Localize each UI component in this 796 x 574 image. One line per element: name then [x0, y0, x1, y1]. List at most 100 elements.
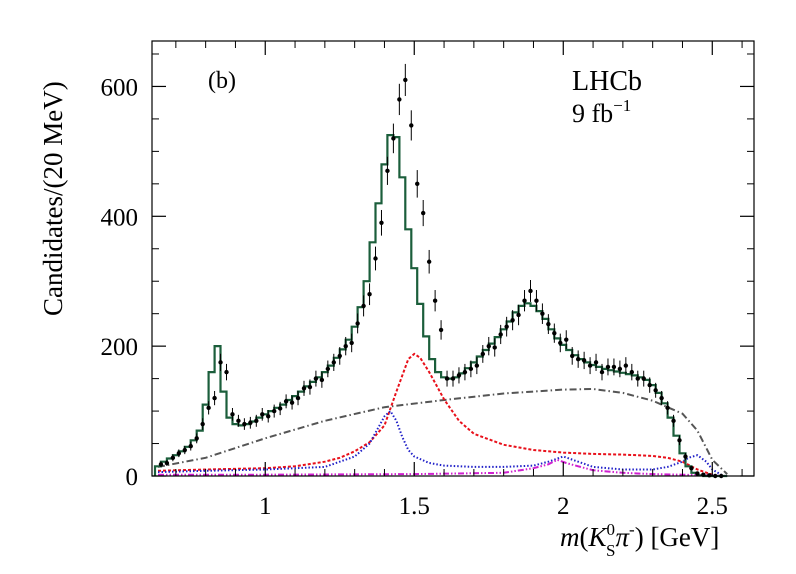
data-point — [277, 406, 283, 411]
data-point — [260, 412, 265, 417]
data-point — [230, 412, 235, 417]
x-tick-label: 1 — [259, 493, 272, 520]
data-point — [313, 376, 319, 381]
data-point — [319, 377, 325, 383]
data-point — [480, 351, 486, 357]
x-axis-close-paren: ) — [635, 522, 644, 552]
data-point — [224, 369, 229, 375]
data-point — [397, 97, 402, 102]
data-point — [456, 373, 462, 378]
data-point — [325, 366, 331, 372]
data-point — [617, 366, 623, 372]
data-point — [492, 345, 497, 350]
data-point — [462, 369, 468, 375]
data-point — [182, 447, 187, 453]
total-fit-histogram — [153, 134, 728, 478]
axes-layer: 1 1.5 2 2.5 0 200 400 600 — [101, 41, 754, 520]
data-point — [611, 364, 617, 370]
data-point — [301, 386, 307, 391]
data-point — [659, 395, 664, 401]
data-point — [677, 438, 682, 443]
data-point — [271, 408, 277, 414]
data-point — [176, 451, 182, 456]
data-point — [593, 360, 599, 365]
luminosity-value: 9 fb — [572, 99, 613, 128]
data-point — [581, 358, 587, 363]
x-axis-m: m — [560, 522, 580, 552]
data-point — [534, 298, 539, 303]
y-tick-label: 200 — [101, 334, 139, 361]
x-axis-pi-superscript: - — [629, 520, 635, 539]
data-point — [558, 340, 563, 346]
data-point — [635, 376, 640, 381]
data-point — [689, 466, 694, 471]
plot-frame — [151, 40, 755, 477]
data-point — [522, 298, 527, 303]
data-point — [486, 343, 491, 349]
data-point — [695, 471, 700, 476]
component-curve-2 — [157, 409, 722, 476]
data-point — [403, 77, 408, 83]
data-point — [498, 332, 503, 337]
data-point — [391, 136, 396, 141]
data-point — [683, 454, 688, 459]
data-point — [200, 421, 205, 427]
data-point — [504, 324, 509, 329]
data-point — [623, 363, 629, 368]
x-axis-k: K — [588, 522, 609, 552]
x-tick-label: 2 — [557, 493, 570, 520]
data-point — [629, 369, 635, 375]
data-point — [170, 455, 176, 461]
data-point — [355, 321, 360, 326]
x-axis-pi: π — [615, 522, 630, 552]
data-point — [575, 356, 581, 362]
data-point — [564, 337, 569, 342]
data-point — [361, 303, 366, 309]
data-point — [188, 443, 193, 449]
data-point — [248, 420, 253, 425]
data-point — [194, 436, 199, 441]
data-point — [337, 353, 342, 359]
data-point — [283, 399, 289, 404]
data-point — [289, 400, 295, 405]
data-point — [450, 376, 456, 381]
fit-layer — [153, 134, 728, 478]
data-point — [373, 256, 378, 261]
data-point — [570, 353, 575, 359]
data-point — [432, 298, 438, 303]
data-point — [367, 292, 372, 297]
data-point — [236, 418, 241, 424]
data-point — [552, 330, 557, 336]
data-point — [206, 405, 211, 411]
data-point — [528, 288, 533, 294]
x-axis-unit: [GeV] — [644, 522, 720, 552]
experiment-label: LHCb — [572, 66, 642, 97]
data-points-layer — [158, 63, 724, 479]
data-point — [349, 340, 354, 346]
data-point — [653, 388, 658, 393]
data-point — [426, 259, 432, 264]
data-point — [409, 123, 414, 128]
data-point — [218, 360, 223, 365]
x-axis-k-superscript: 0 — [607, 520, 616, 539]
luminosity-exponent: −1 — [613, 96, 631, 115]
data-point — [343, 343, 348, 349]
data-point — [587, 363, 593, 368]
data-point — [420, 210, 426, 216]
data-point — [510, 317, 515, 323]
data-point — [295, 395, 301, 401]
data-point — [158, 462, 164, 467]
data-point — [307, 384, 313, 390]
data-point — [671, 418, 676, 424]
data-point — [242, 421, 247, 427]
x-axis-k-subscript: S — [606, 541, 615, 560]
x-axis-title: m(K0 Sπ-) [GeV] — [560, 520, 719, 560]
data-point — [546, 321, 551, 327]
y-tick-label: 400 — [101, 204, 139, 231]
data-point — [385, 168, 390, 174]
data-point — [164, 460, 170, 466]
luminosity-label: 9 fb−1 — [572, 96, 631, 128]
data-point — [540, 311, 545, 316]
x-tick-label: 2.5 — [697, 493, 728, 520]
